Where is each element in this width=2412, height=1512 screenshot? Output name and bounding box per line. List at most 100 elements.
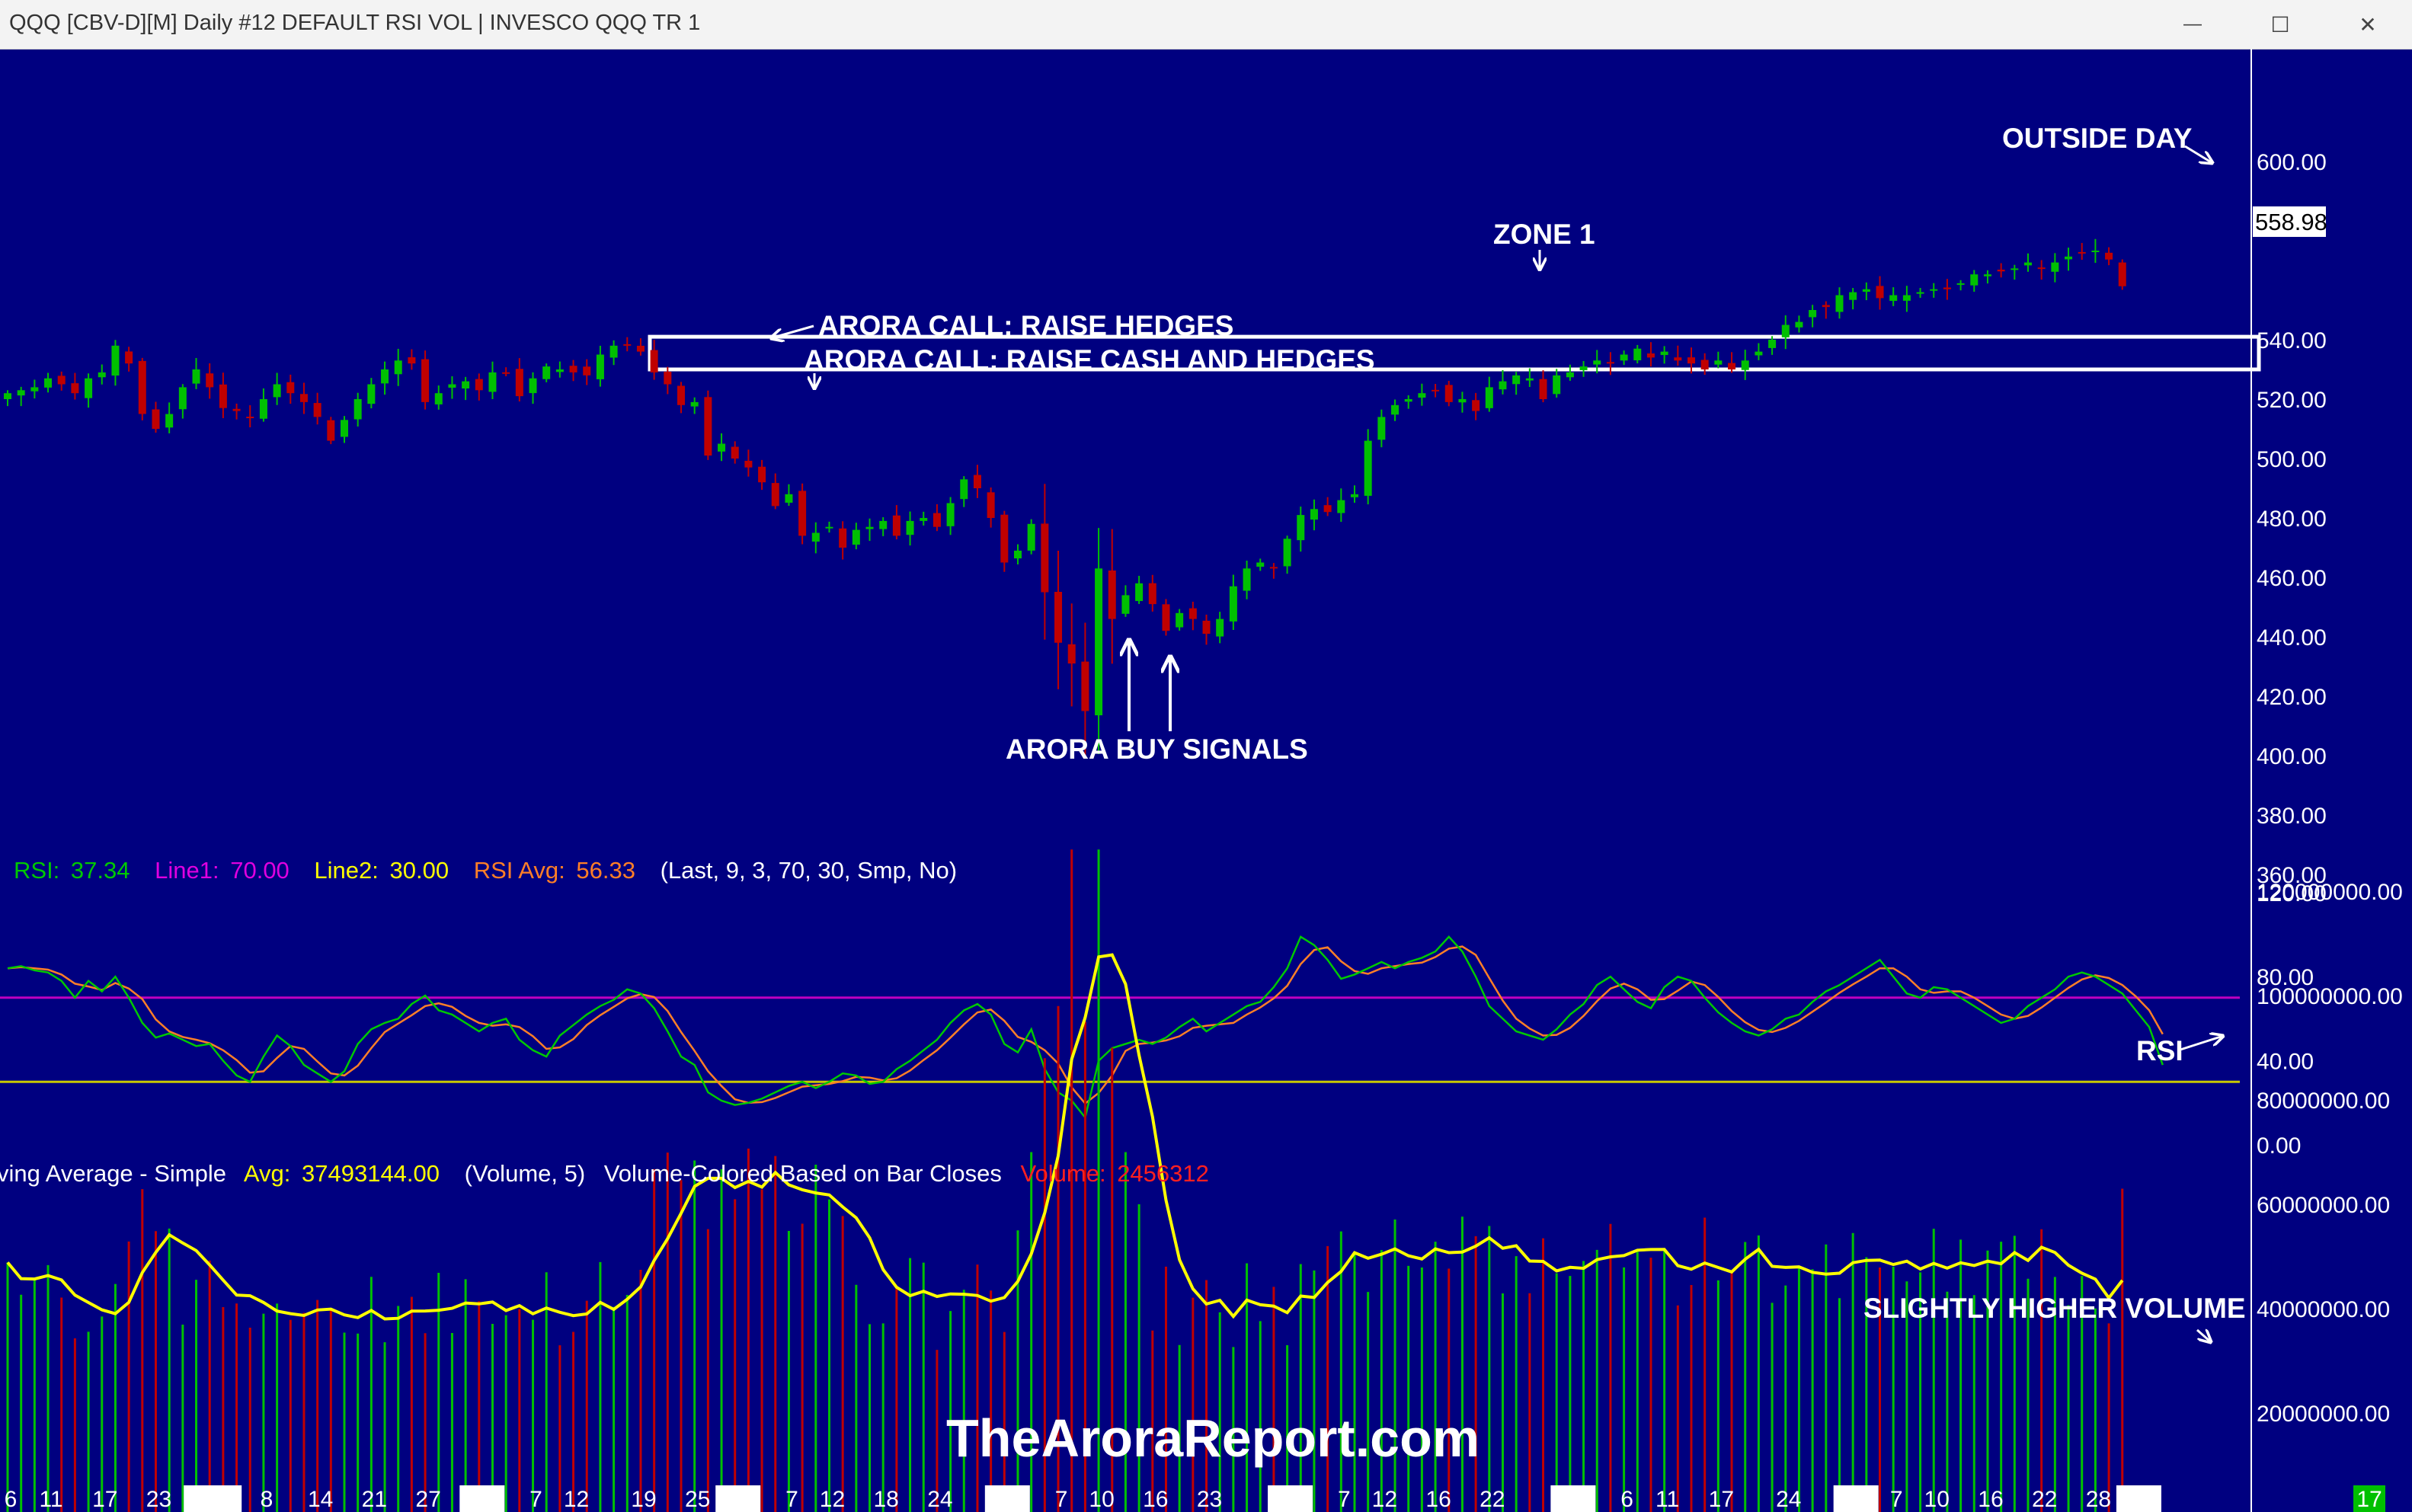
x-axis-label: Aug (2119, 1487, 2159, 1512)
candle (1432, 383, 1440, 398)
annotation-higher-volume: SLIGHTLY HIGHER VOLUME (1863, 1293, 2246, 1324)
vol-legend-params: (Volume, 5) (465, 1160, 586, 1187)
candle (111, 340, 120, 386)
x-axis-label: Jul (1841, 1487, 1870, 1512)
candle (98, 364, 106, 385)
x-axis-label-box (1833, 1485, 1879, 1512)
candle (636, 338, 645, 356)
x-axis-label: 7 (1055, 1487, 1068, 1512)
candle (906, 511, 914, 546)
candle (367, 378, 376, 409)
close-button[interactable]: ✕ (2326, 0, 2410, 49)
x-axis-label: 17 (2356, 1487, 2382, 1512)
x-axis-label: 12 (820, 1487, 845, 1512)
price-tick-label: 460.00 (2257, 566, 2327, 591)
candle (488, 361, 497, 399)
candle (1269, 563, 1278, 579)
candle (664, 366, 672, 395)
candle (1930, 283, 1938, 298)
line2-legend-label: Line2: (314, 857, 378, 884)
candle (1377, 409, 1386, 448)
candle (341, 416, 348, 443)
rsi-panel: 120.00 80.00 40.00 0.00 (0, 881, 2327, 1159)
x-axis-label: Apr (990, 1487, 1025, 1512)
price-tick-label: 380.00 (2257, 804, 2327, 829)
candle (448, 376, 456, 399)
chart-canvas[interactable]: 600.00580.00540.00520.00500.00480.00460.… (0, 49, 2412, 1512)
candle (462, 376, 470, 401)
vol-legend-value: 2456312 (1117, 1160, 1209, 1187)
x-axis-label: 16 (1425, 1487, 1451, 1512)
candle (1095, 528, 1103, 754)
candle (1970, 270, 1979, 292)
candle (1148, 574, 1156, 612)
candle (1216, 612, 1224, 644)
x-axis-label: 19 (631, 1487, 656, 1512)
candle (85, 373, 93, 408)
price-tick-label: 420.00 (2257, 685, 2327, 710)
rsi-legend-params: (Last, 9, 3, 70, 30, Smp, No) (661, 857, 957, 884)
x-axis-label: 12 (564, 1487, 589, 1512)
candle (1162, 599, 1170, 636)
candle (1620, 350, 1628, 366)
candle (704, 390, 712, 460)
vol-avg-legend-value: 37493144.00 (302, 1160, 440, 1187)
volume-tick-label: 80000000.00 (2257, 1088, 2390, 1114)
x-axis-label: Mar (718, 1487, 758, 1512)
candle (1983, 270, 1991, 284)
candle (973, 465, 981, 498)
candle (1741, 350, 1749, 380)
candle (798, 483, 807, 545)
x-axis-label: 10 (1924, 1487, 1950, 1512)
x-axis-label: 21 (362, 1487, 387, 1512)
last-price-box (2253, 206, 2326, 237)
candle (1188, 601, 1197, 631)
candle (744, 449, 753, 477)
candle (583, 359, 591, 385)
candle (731, 441, 739, 464)
x-axis-label: 11 (1655, 1487, 1679, 1512)
candle (1391, 399, 1400, 421)
vol-ma-legend-label: ving Average - Simple (0, 1160, 226, 1187)
line1-legend-label: Line1: (155, 857, 219, 884)
window-titlebar[interactable]: QQQ [CBV-D][M] Daily #12 DEFAULT RSI VOL… (0, 0, 2412, 50)
x-axis-label: 24 (927, 1487, 952, 1512)
maximize-button[interactable]: ☐ (2238, 0, 2322, 49)
candle (165, 402, 174, 433)
x-axis-label: May (1268, 1487, 1312, 1512)
x-axis-label: 8 (261, 1487, 274, 1512)
candle (421, 350, 430, 410)
candle (2024, 253, 2032, 272)
candle (259, 388, 267, 422)
arrow-icon (771, 324, 814, 338)
rsi-tick-label: 0.00 (2257, 1133, 2301, 1159)
minimize-button[interactable]: — (2151, 0, 2234, 49)
candle (1202, 614, 1211, 645)
candle (17, 386, 25, 407)
candle (192, 357, 200, 389)
x-axis-label-box (715, 1485, 761, 1512)
candle (2037, 260, 2046, 280)
candle (1862, 282, 1870, 301)
candle (1054, 550, 1063, 689)
candle (1444, 380, 1453, 407)
candle (690, 397, 699, 414)
x-axis-label: 16 (1978, 1487, 2003, 1512)
candle (1135, 575, 1144, 604)
x-axis-label: 14 (308, 1487, 333, 1512)
x-axis-label: Feb (462, 1487, 502, 1512)
candle (1499, 369, 1507, 395)
candle (502, 367, 510, 376)
candle (555, 361, 564, 378)
volume-tick-label: 20000000.00 (2257, 1402, 2390, 1427)
candle (44, 372, 53, 393)
x-axis-label: 22 (1480, 1487, 1505, 1512)
candle (1700, 353, 1709, 376)
candle (569, 360, 577, 382)
volume-axis-labels: 120000000.00 100000000.00 80000000.00 60000… (2257, 880, 2403, 1427)
x-axis-labels: 6 11 17 23 2025 8 14 21 27 Feb 7 12 19 25 Mar 7 12 18 24 Ap… (5, 1485, 2385, 1512)
candle (2091, 238, 2100, 264)
price-tick-label: 540.00 (2257, 328, 2327, 353)
arrow-icon (2180, 1036, 2223, 1051)
candle (1755, 343, 1763, 360)
